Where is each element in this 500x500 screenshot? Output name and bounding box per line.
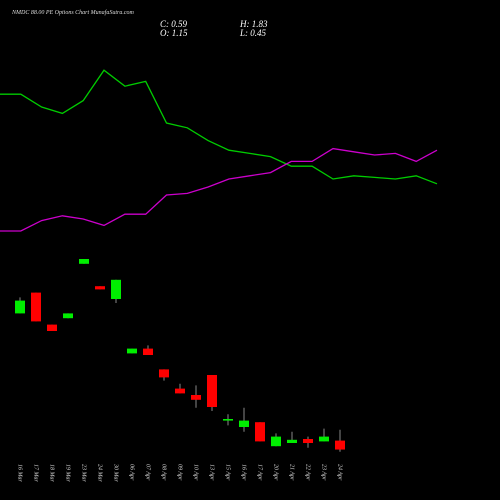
x-tick-label: 30 Mar — [113, 463, 119, 482]
low-label: L: 0.45 — [239, 28, 267, 38]
candle-body — [207, 375, 217, 407]
candle-body — [63, 313, 73, 319]
candle-body — [95, 286, 105, 290]
x-tick-label: 06 Apr — [129, 464, 135, 481]
x-tick-label: 15 Apr — [225, 464, 231, 481]
candle-body — [335, 440, 345, 450]
candle-body — [15, 300, 25, 314]
x-tick-label: 24 Apr — [337, 464, 344, 481]
chart-title: NMDC 88.00 PE Options Chart MunafaSutra.… — [11, 9, 135, 16]
open-label: O: 1.15 — [160, 28, 188, 38]
close-label: C: 0.59 — [160, 19, 188, 29]
x-tick-label: 16 Apr — [241, 464, 247, 481]
x-tick-label: 17 Apr — [257, 464, 263, 481]
x-tick-label: 24 Mar — [97, 464, 104, 482]
x-tick-label: 18 Mar — [49, 464, 55, 482]
x-tick-label: 13 Apr — [209, 464, 215, 481]
x-tick-label: 10 Apr — [193, 464, 199, 481]
high-label: H: 1.83 — [239, 19, 268, 29]
x-tick-label: 19 Mar — [65, 464, 71, 482]
x-tick-label: 23 Mar — [81, 464, 87, 482]
candle-body — [239, 420, 249, 427]
candle-body — [127, 348, 137, 354]
x-tick-label: 16 Mar — [17, 464, 23, 482]
candle-body — [303, 439, 313, 443]
candle-body — [271, 436, 281, 447]
candle-body — [175, 388, 185, 394]
candle-body — [287, 439, 297, 443]
x-tick-label: 22 Apr — [305, 464, 311, 481]
line-series — [0, 69, 438, 185]
candle-body — [31, 292, 41, 322]
candle-body — [191, 395, 201, 400]
candle-body — [255, 422, 265, 442]
x-tick-label: 08 Apr — [161, 464, 167, 481]
candle-body — [111, 279, 121, 299]
x-tick-label: 23 Apr — [321, 464, 327, 481]
x-tick-label: 17 Mar — [33, 464, 39, 482]
x-tick-label: 09 Apr — [177, 464, 183, 481]
x-tick-label: 21 Apr — [289, 464, 295, 481]
candle-body — [143, 348, 153, 355]
candle-body — [159, 369, 169, 378]
candle-body — [47, 324, 57, 331]
line-series — [0, 147, 438, 232]
x-tick-label: 20 Apr — [273, 464, 279, 481]
candle-body — [319, 436, 329, 442]
candle-body — [223, 419, 233, 421]
x-tick-label: 07 Apr — [145, 464, 151, 481]
candle-body — [79, 259, 89, 264]
